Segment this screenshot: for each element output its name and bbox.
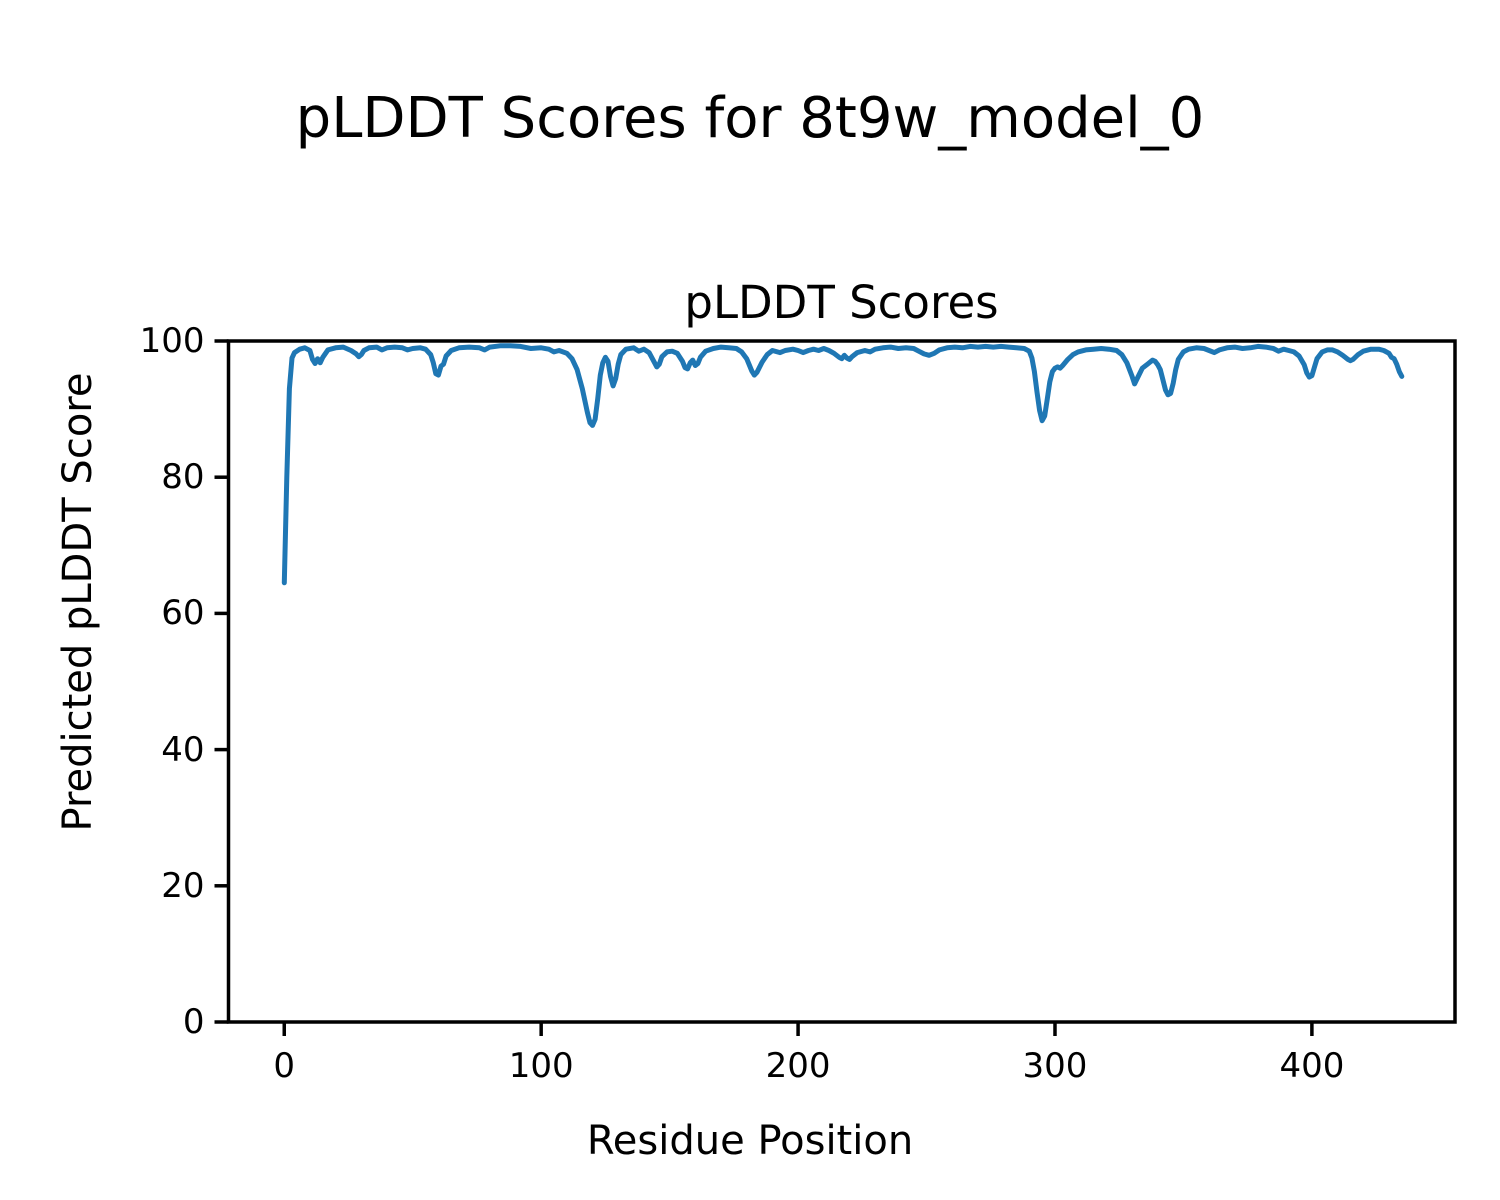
x-tick-label: 400	[1279, 1046, 1345, 1086]
plddt-line	[281, 343, 1405, 586]
y-tick-label: 60	[161, 593, 205, 634]
figure-title: pLDDT Scores for 8t9w_model_0	[295, 86, 1205, 151]
y-tick-label: 20	[161, 865, 205, 906]
axes-spines	[226, 339, 1457, 1024]
y-tick-label: 0	[182, 1002, 205, 1042]
x-axis-label: Residue Position	[586, 1118, 914, 1164]
x-tick-label: 100	[508, 1046, 574, 1086]
y-tick-label: 100	[139, 321, 205, 361]
x-tick-label: 0	[273, 1046, 296, 1086]
x-tick-label: 200	[765, 1046, 831, 1086]
axes-title: pLDDT Scores	[684, 276, 999, 329]
x-tick-label: 300	[1022, 1046, 1088, 1086]
y-tick-label: 40	[161, 729, 205, 770]
y-tick-label: 80	[161, 457, 205, 498]
